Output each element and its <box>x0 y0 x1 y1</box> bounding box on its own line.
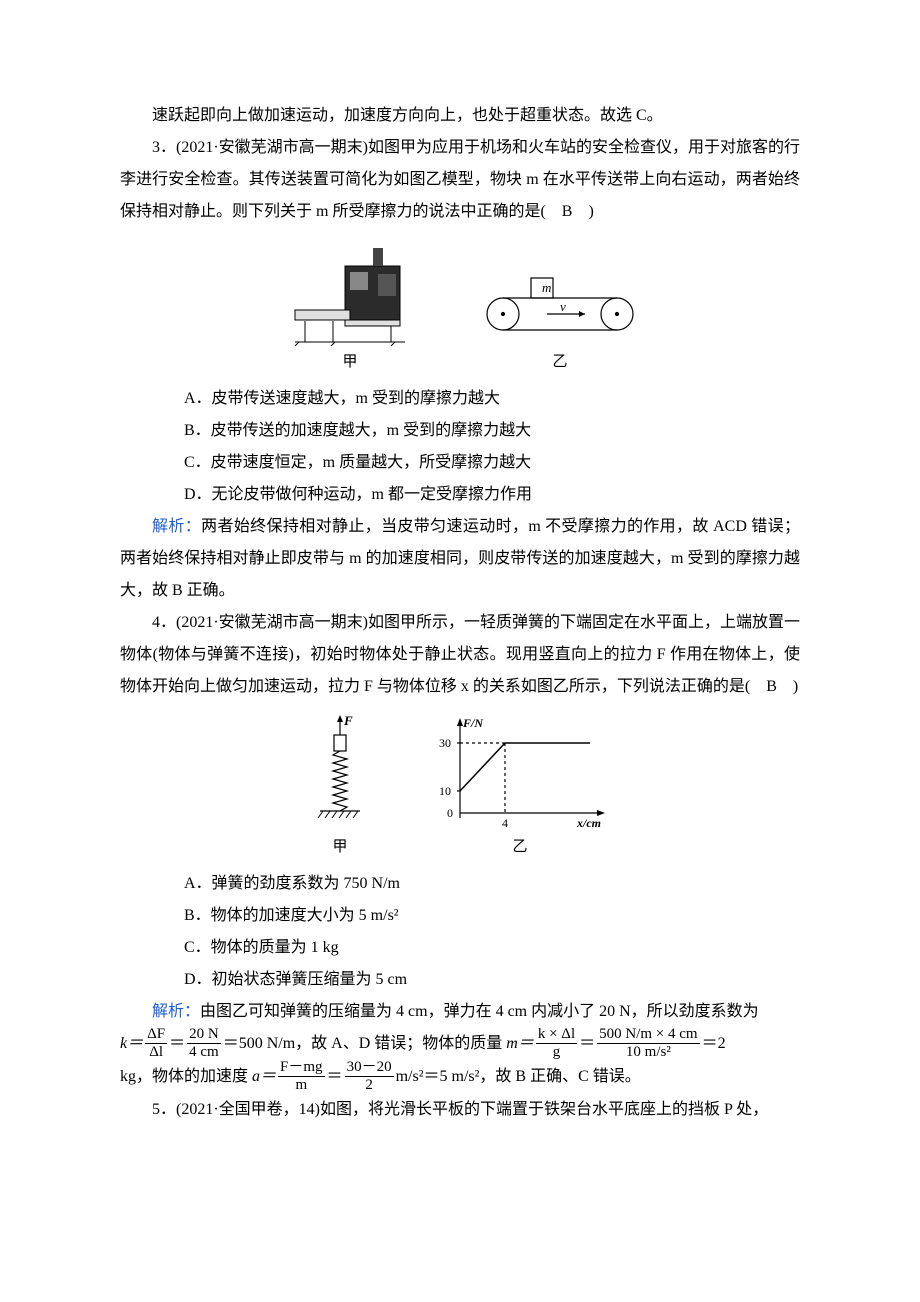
q4-stem: 4．(2021·安徽芜湖市高一期末)如图甲所示，一轻质弹簧的下端固定在水平面上，… <box>120 607 800 703</box>
m-val: ＝2 <box>702 1035 726 1052</box>
q3-stem: 3．(2021·安徽芜湖市高一期末)如图甲为应用于机场和火车站的安全检查仪，用于… <box>120 132 800 228</box>
a-frac-b: 30－202 <box>343 1060 396 1093</box>
xtick-4: 4 <box>502 816 508 830</box>
force-displacement-chart: F/N x/cm 30 10 0 4 <box>425 713 615 833</box>
a-frac-a: F－mgm <box>276 1060 327 1093</box>
block-label: m <box>542 280 551 295</box>
a-equals: a＝ <box>252 1068 276 1085</box>
spring-diagram: F <box>305 713 375 833</box>
q3-figure-a: 甲 <box>275 238 425 373</box>
q4-option-d: D．初始状态弹簧压缩量为 5 cm <box>120 964 800 996</box>
k-equals: k＝ <box>120 1035 143 1052</box>
ytick-10: 10 <box>439 784 451 798</box>
k-frac-b: 20 N4 cm <box>185 1027 223 1060</box>
y-axis-label: F/N <box>462 716 484 730</box>
q4-option-c: C．物体的质量为 1 kg <box>120 932 800 964</box>
q3-figure-row: 甲 m v 乙 <box>120 238 800 373</box>
a-tail: m/s²＝5 m/s²，故 B 正确、C 错误。 <box>396 1068 641 1085</box>
belt-model-diagram: m v <box>475 268 645 348</box>
q4-figure-row: F 甲 <box>120 713 800 858</box>
m-frac-a: k × Δlg <box>534 1027 579 1060</box>
q3-solution: 解析：两者始终保持相对静止，当皮带匀速运动时，m 不受摩擦力的作用，故 ACD … <box>120 511 800 607</box>
security-scanner-illustration <box>275 238 425 348</box>
q4-solution-line3: kg，物体的加速度 a＝F－mgm＝30－202m/s²＝5 m/s²，故 B … <box>120 1061 800 1094</box>
q5-stem: 5．(2021·全国甲卷，14)如图，将光滑长平板的下端置于铁架台水平底座上的挡… <box>120 1094 800 1126</box>
line3-head: kg，物体的加速度 <box>120 1068 252 1085</box>
q4-solution-line1: 解析：由图乙可知弹簧的压缩量为 4 cm，弹力在 4 cm 内减小了 20 N，… <box>120 996 800 1028</box>
q4-sol-before-k: 由图乙可知弹簧的压缩量为 4 cm，弹力在 4 cm 内减小了 20 N，所以劲… <box>200 1003 759 1020</box>
q4-figure-a: F 甲 <box>305 713 375 858</box>
k-val: ＝500 N/m，故 A、D 错误；物体的质量 <box>223 1035 507 1052</box>
q4-option-b: B．物体的加速度大小为 5 m/s² <box>120 900 800 932</box>
q3-solution-label: 解析： <box>152 518 201 535</box>
q4-solution-line2: k＝ΔFΔl＝20 N4 cm＝500 N/m，故 A、D 错误；物体的质量 m… <box>120 1028 800 1061</box>
q3-figure-b: m v 乙 <box>475 268 645 373</box>
prev-question-tail: 速跃起即向上做加速运动，加速度方向向上，也处于超重状态。故选 C。 <box>120 100 800 132</box>
force-label: F <box>343 713 353 728</box>
m-frac-b: 500 N/m × 4 cm10 m/s² <box>595 1027 701 1060</box>
m-equals: m＝ <box>506 1035 534 1052</box>
q3-option-d: D．无论皮带做何种运动，m 都一定受摩擦力作用 <box>120 479 800 511</box>
q3-option-c: C．皮带速度恒定，m 质量越大，所受摩擦力越大 <box>120 447 800 479</box>
q4-option-a: A．弹簧的劲度系数为 750 N/m <box>120 868 800 900</box>
q4-figure-b-label: 乙 <box>512 837 527 858</box>
k-frac-a: ΔFΔl <box>143 1027 169 1060</box>
ytick-30: 30 <box>439 736 451 750</box>
q3-solution-body: 两者始终保持相对静止，当皮带匀速运动时，m 不受摩擦力的作用，故 ACD 错误；… <box>120 518 800 599</box>
q4-figure-a-label: 甲 <box>332 837 347 858</box>
q4-solution-label: 解析： <box>152 1003 200 1020</box>
q3-option-a: A．皮带传送速度越大，m 受到的摩擦力越大 <box>120 383 800 415</box>
q3-figure-a-label: 甲 <box>342 352 357 373</box>
ytick-0: 0 <box>447 806 453 820</box>
q3-option-b: B．皮带传送的加速度越大，m 受到的摩擦力越大 <box>120 415 800 447</box>
velocity-label: v <box>560 299 566 314</box>
x-axis-label: x/cm <box>576 816 601 830</box>
q4-figure-b: F/N x/cm 30 10 0 4 乙 <box>425 713 615 858</box>
q3-figure-b-label: 乙 <box>552 352 567 373</box>
